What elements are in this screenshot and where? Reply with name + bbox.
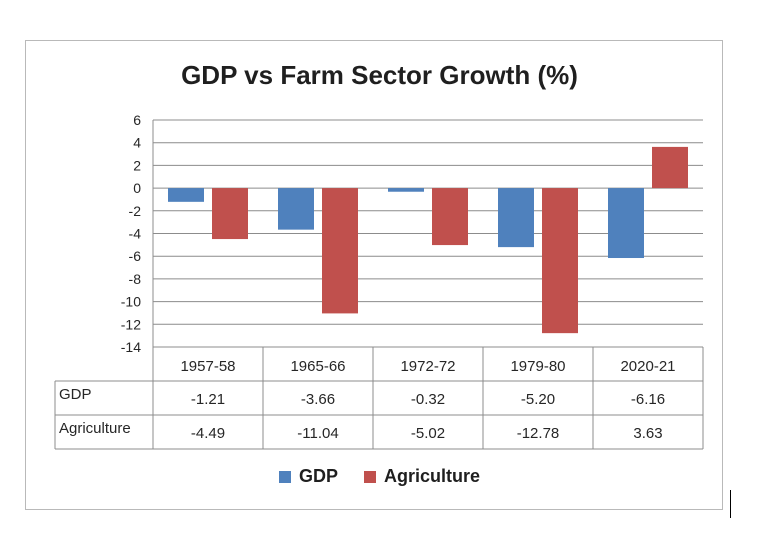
bar-gdp-1972-72 (388, 188, 424, 192)
legend-swatch-agriculture (364, 470, 376, 483)
table-value-gdp: -5.20 (521, 391, 555, 408)
bar-gdp-1979-80 (498, 188, 534, 248)
table-value-gdp: -0.32 (411, 391, 445, 408)
bar-agriculture-1957-58 (212, 188, 248, 240)
bar-gdp-2020-21 (608, 188, 644, 259)
table-value-gdp: -3.66 (301, 391, 335, 408)
y-tick-label: 0 (133, 180, 141, 196)
bar-gdp-1957-58 (168, 188, 204, 202)
y-tick-label: 2 (133, 157, 141, 173)
legend-swatch-gdp (278, 470, 291, 483)
legend-label-agriculture: Agriculture (384, 466, 481, 486)
y-tick-label: -10 (121, 294, 141, 310)
bar-agriculture-2020-21 (652, 146, 688, 189)
legend-label-gdp: GDP (298, 466, 338, 486)
y-tick-label: 4 (133, 135, 141, 151)
y-tick-label: -12 (121, 316, 141, 332)
category-label: 1957-58 (180, 358, 235, 375)
category-label: 1979-80 (510, 358, 565, 375)
text-cursor (730, 490, 731, 518)
table-value-agriculture: -5.02 (411, 425, 445, 442)
table-row-label-agriculture: Agriculture (59, 420, 131, 437)
legend-item-agriculture: Agriculture (364, 466, 480, 487)
legend-item-gdp: GDP (278, 466, 338, 487)
category-label: 1972-72 (400, 358, 455, 375)
bar-agriculture-1965-66 (322, 188, 358, 314)
table-value-agriculture: -11.04 (297, 425, 338, 442)
y-tick-label: -2 (129, 203, 142, 219)
chart-frame (25, 40, 723, 510)
category-label: 1965-66 (290, 358, 345, 375)
category-label: 2020-21 (620, 358, 675, 375)
bar-gdp-1965-66 (278, 188, 314, 230)
table-row-label-gdp: GDP (59, 386, 92, 403)
bar-agriculture-1979-80 (542, 188, 578, 334)
table-value-gdp: -6.16 (631, 391, 665, 408)
chart-title: GDP vs Farm Sector Growth (%) (181, 60, 578, 90)
table-value-agriculture: -12.78 (517, 425, 560, 442)
chart-legend: GDP Agriculture (0, 466, 759, 487)
bar-agriculture-1972-72 (432, 188, 468, 246)
y-tick-label: -4 (129, 226, 142, 242)
table-value-agriculture: 3.63 (633, 425, 662, 442)
y-tick-label: 6 (133, 112, 141, 128)
y-tick-label: -6 (129, 248, 142, 264)
table-value-agriculture: -4.49 (191, 425, 225, 442)
y-tick-label: -8 (129, 271, 142, 287)
table-value-gdp: -1.21 (191, 391, 225, 408)
y-tick-label: -14 (121, 339, 141, 355)
